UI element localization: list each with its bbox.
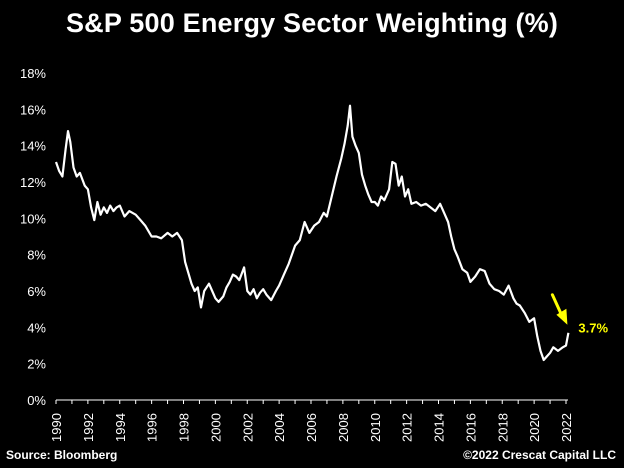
- x-tick-label: 2016: [463, 413, 478, 442]
- x-axis: 1990 1992 1994 1996 1998 2000 2002 2004 2006 2008…: [49, 399, 574, 442]
- copyright-label: ©2022 Crescat Capital LLC: [463, 448, 616, 462]
- y-tick-label: 12%: [20, 175, 46, 190]
- x-tick-label: 1994: [113, 413, 128, 442]
- y-tick-label: 10%: [20, 211, 46, 226]
- x-tick-label: 1992: [81, 413, 96, 442]
- y-axis: 0% 2% 4% 6% 8% 10% 12% 14% 16% 18%: [20, 66, 46, 408]
- source-label: Source: Bloomberg: [6, 448, 118, 462]
- y-tick-label: 14%: [20, 139, 46, 154]
- x-tick-label: 2022: [559, 413, 574, 442]
- x-tick-label: 2006: [304, 413, 319, 442]
- y-tick-label: 0%: [27, 393, 46, 408]
- x-tick-label: 2014: [432, 413, 447, 442]
- x-tick-label: 2002: [240, 413, 255, 442]
- x-tick-label: 2020: [527, 413, 542, 442]
- x-tick-label: 2004: [272, 413, 287, 442]
- y-tick-label: 6%: [27, 284, 46, 299]
- y-tick-label: 4%: [27, 320, 46, 335]
- y-tick-label: 8%: [27, 248, 46, 263]
- annotation-group: 3.7%: [550, 293, 608, 335]
- x-tick-label: 1990: [49, 413, 64, 442]
- y-tick-label: 2%: [27, 357, 46, 372]
- x-tick-label: 2008: [336, 413, 351, 442]
- x-tick-label: 1998: [177, 413, 192, 442]
- series-group: [54, 104, 570, 362]
- y-tick-label: 16%: [20, 102, 46, 117]
- x-tick-label: 2018: [495, 413, 510, 442]
- series-line: [54, 104, 570, 362]
- x-tick-label: 1996: [145, 413, 160, 442]
- chart-title: S&P 500 Energy Sector Weighting (%): [65, 8, 559, 38]
- annotation-label: 3.7%: [578, 320, 608, 335]
- x-tick-label: 2000: [208, 413, 223, 442]
- y-tick-label: 18%: [20, 66, 46, 81]
- annotation-arrow-head: [556, 308, 568, 325]
- x-tick-label: 2012: [400, 413, 415, 442]
- x-tick-label: 2010: [368, 413, 383, 442]
